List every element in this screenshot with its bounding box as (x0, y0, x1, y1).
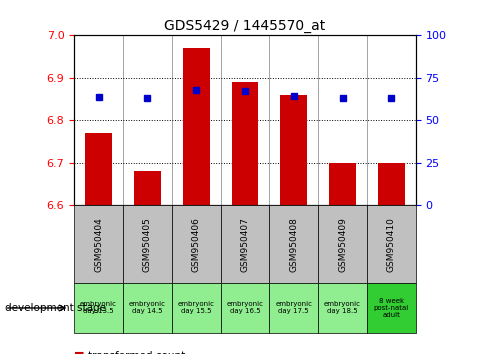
Text: embryonic
day 18.5: embryonic day 18.5 (324, 302, 361, 314)
Bar (318, 283, 367, 333)
Text: embryonic
day 14.5: embryonic day 14.5 (129, 302, 166, 314)
Bar (378, 163, 405, 205)
Bar (123, 205, 172, 283)
Text: ■: ■ (74, 351, 85, 354)
Bar (134, 171, 161, 205)
Text: development stage: development stage (5, 303, 106, 313)
Title: GDS5429 / 1445570_at: GDS5429 / 1445570_at (164, 19, 326, 33)
Bar (74, 283, 123, 333)
Bar (220, 205, 270, 283)
Bar (172, 283, 220, 333)
Text: GSM950406: GSM950406 (192, 217, 201, 272)
Bar (172, 205, 220, 283)
Bar (270, 205, 318, 283)
Text: embryonic
day 17.5: embryonic day 17.5 (275, 302, 312, 314)
Bar (220, 283, 270, 333)
Text: GSM950408: GSM950408 (289, 217, 298, 272)
Bar (183, 48, 209, 205)
Text: GSM950409: GSM950409 (338, 217, 347, 272)
Bar (367, 205, 416, 283)
Text: embryonic
day 16.5: embryonic day 16.5 (227, 302, 263, 314)
Bar (367, 283, 416, 333)
Text: embryonic
day 15.5: embryonic day 15.5 (178, 302, 215, 314)
Text: GSM950407: GSM950407 (240, 217, 250, 272)
Text: GSM950405: GSM950405 (143, 217, 152, 272)
Bar (123, 283, 172, 333)
Bar (74, 205, 123, 283)
Bar (281, 95, 307, 205)
Text: GSM950410: GSM950410 (387, 217, 396, 272)
Bar (318, 205, 367, 283)
Bar (329, 163, 356, 205)
Bar (270, 283, 318, 333)
Bar (231, 82, 259, 205)
Text: transformed count: transformed count (88, 351, 185, 354)
Text: GSM950404: GSM950404 (94, 217, 103, 272)
Text: 8 week
post-natal
adult: 8 week post-natal adult (374, 298, 409, 318)
Text: embryonic
day 13.5: embryonic day 13.5 (80, 302, 117, 314)
Bar (85, 133, 112, 205)
